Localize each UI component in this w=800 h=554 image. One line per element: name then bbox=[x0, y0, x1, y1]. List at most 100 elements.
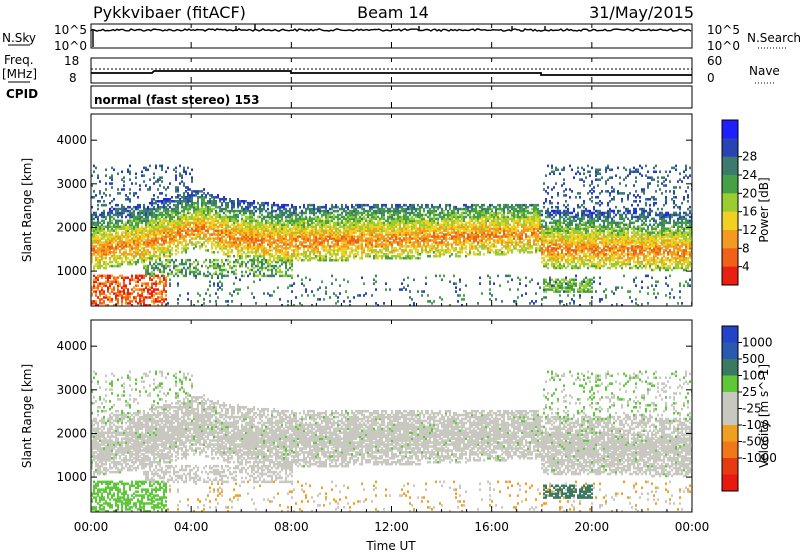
power-cell bbox=[439, 213, 441, 217]
power-cell bbox=[101, 251, 103, 254]
power-cell bbox=[459, 239, 461, 242]
power-cell bbox=[143, 288, 145, 291]
power-cell bbox=[127, 302, 129, 305]
power-cell bbox=[153, 194, 155, 197]
power-cell bbox=[193, 209, 195, 213]
power-cell bbox=[335, 254, 337, 258]
power-cell bbox=[215, 215, 217, 219]
power-cell bbox=[291, 256, 293, 260]
power-cell bbox=[329, 227, 331, 231]
power-cell bbox=[357, 221, 359, 225]
power-cell bbox=[299, 217, 301, 221]
power-cell bbox=[431, 249, 433, 252]
power-cell bbox=[307, 217, 309, 221]
power-cell bbox=[175, 178, 177, 181]
power-cell bbox=[181, 241, 183, 244]
power-cell bbox=[215, 209, 217, 213]
power-cell bbox=[191, 205, 193, 209]
power-cell bbox=[287, 219, 289, 223]
power-cell bbox=[217, 213, 219, 217]
power-cell bbox=[347, 205, 349, 209]
power-cell bbox=[131, 247, 133, 250]
power-cell bbox=[355, 247, 357, 250]
power-cell bbox=[351, 231, 353, 234]
power-cell bbox=[447, 247, 449, 250]
power-cell bbox=[175, 209, 177, 213]
power-cell bbox=[329, 231, 331, 234]
power-cell bbox=[201, 304, 203, 306]
power-cell bbox=[365, 233, 367, 236]
power-cell bbox=[187, 229, 189, 232]
power-cell bbox=[119, 213, 121, 217]
power-cell bbox=[159, 251, 161, 254]
power-cell bbox=[269, 247, 271, 250]
power-cell bbox=[347, 235, 349, 238]
power-cell bbox=[103, 266, 105, 270]
power-cell bbox=[213, 266, 215, 270]
power-cell bbox=[169, 221, 171, 225]
power-cell bbox=[459, 225, 461, 229]
power-cell bbox=[147, 304, 149, 306]
power-cell bbox=[407, 215, 409, 219]
power-cell bbox=[321, 256, 323, 260]
power-cell bbox=[431, 205, 433, 209]
power-cell bbox=[99, 190, 101, 193]
power-cell bbox=[273, 239, 275, 242]
power-cell bbox=[131, 239, 133, 242]
power-cell bbox=[363, 211, 365, 215]
power-cell bbox=[297, 217, 299, 221]
power-cell bbox=[343, 235, 345, 238]
power-cell bbox=[125, 241, 127, 244]
power-cell bbox=[151, 294, 153, 297]
power-cell bbox=[151, 239, 153, 242]
power-cell bbox=[109, 239, 111, 242]
power-cell bbox=[405, 213, 407, 217]
power-cell bbox=[343, 247, 345, 250]
power-cell bbox=[141, 292, 143, 295]
power-cell bbox=[265, 249, 267, 252]
power-cell bbox=[177, 282, 179, 285]
power-cell bbox=[193, 270, 195, 274]
power-cell bbox=[283, 233, 285, 236]
power-cell bbox=[255, 241, 257, 244]
power-cell bbox=[147, 215, 149, 219]
power-cell bbox=[413, 237, 415, 240]
power-cell bbox=[367, 249, 369, 252]
power-cell bbox=[253, 219, 255, 223]
power-cell bbox=[221, 249, 223, 252]
power-cell bbox=[375, 280, 377, 284]
power-cell bbox=[405, 288, 407, 291]
power-cell bbox=[183, 235, 185, 238]
power-cell bbox=[149, 292, 151, 295]
power-cell bbox=[459, 288, 461, 291]
power-cell bbox=[437, 229, 439, 232]
power-cell bbox=[149, 278, 151, 282]
power-cell bbox=[213, 239, 215, 242]
power-cell bbox=[293, 205, 295, 209]
power-cell bbox=[257, 231, 259, 234]
power-cell bbox=[149, 178, 151, 181]
power-cell bbox=[131, 304, 133, 306]
power-cell bbox=[369, 227, 371, 231]
power-cell bbox=[391, 229, 393, 232]
power-cell bbox=[303, 227, 305, 231]
power-cell bbox=[313, 243, 315, 246]
power-cell bbox=[229, 215, 231, 219]
power-cell bbox=[411, 237, 413, 240]
power-cell bbox=[209, 217, 211, 221]
power-cell bbox=[207, 192, 209, 195]
power-cell bbox=[153, 229, 155, 232]
power-cell bbox=[243, 201, 245, 205]
power-cell bbox=[203, 200, 205, 203]
power-cell bbox=[361, 237, 363, 240]
power-cell bbox=[159, 229, 161, 232]
power-cell bbox=[223, 196, 225, 199]
power-cell bbox=[103, 231, 105, 234]
power-cell bbox=[399, 239, 401, 242]
power-cell bbox=[133, 192, 135, 195]
power-cell bbox=[115, 219, 117, 223]
power-cell bbox=[371, 249, 373, 252]
power-cell bbox=[269, 233, 271, 236]
power-cell bbox=[431, 247, 433, 250]
power-cell bbox=[105, 296, 107, 299]
